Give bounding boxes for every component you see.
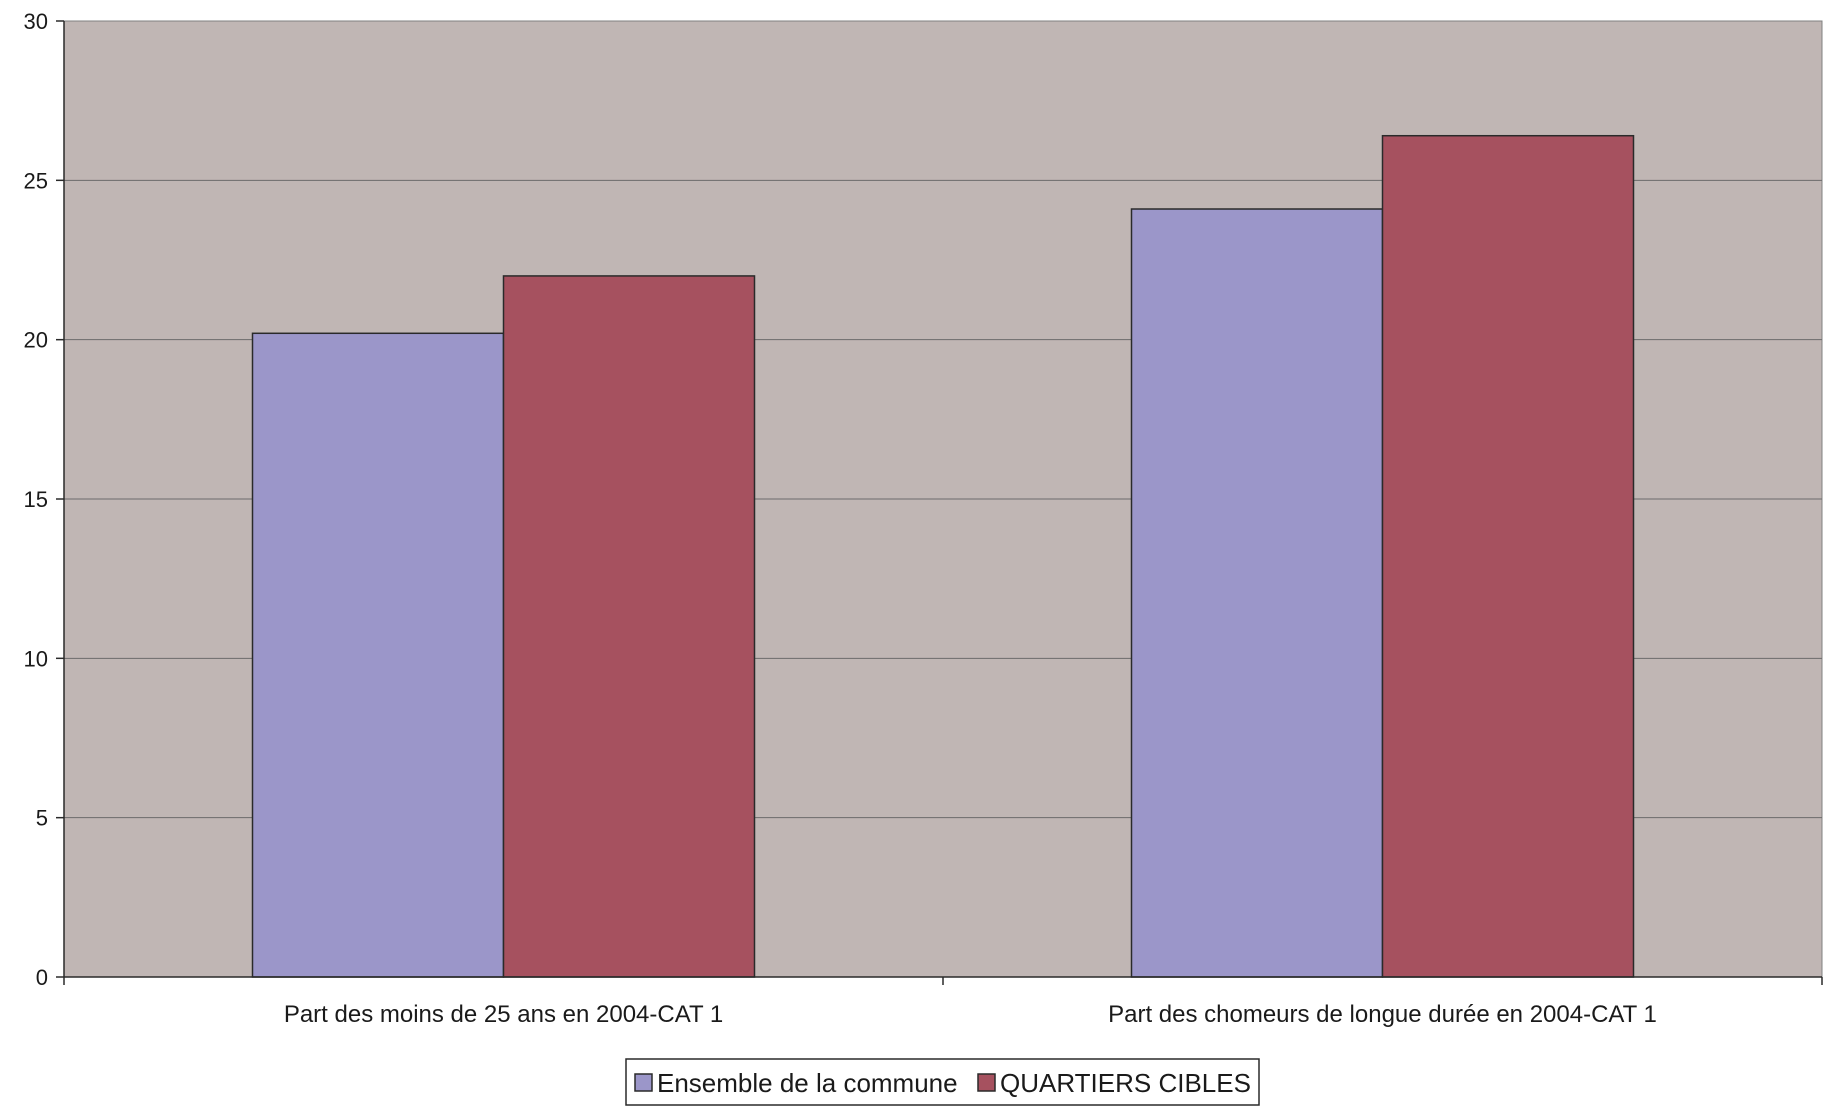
bar-quartiers-1 <box>502 275 756 978</box>
y-tick-label: 20 <box>24 328 48 353</box>
legend-swatch <box>634 1073 653 1092</box>
bar-ensemble-1 <box>251 332 505 978</box>
y-tick-label: 0 <box>36 965 48 990</box>
legend-label: QUARTIERS CIBLES <box>1000 1068 1251 1098</box>
legend-label: Ensemble de la commune <box>657 1068 958 1098</box>
legend-swatch <box>977 1073 996 1092</box>
y-tick-label: 10 <box>24 646 48 671</box>
y-tick-label: 30 <box>24 9 48 34</box>
y-tick-label: 15 <box>24 487 48 512</box>
axes: 0 5 10 15 20 25 30 Part des moins de 25 ans en … <box>24 9 1823 1028</box>
bar-quartiers-2 <box>1381 134 1635 978</box>
x-category-label: Part des moins de 25 ans en 2004-CAT 1 <box>284 1001 723 1028</box>
y-tick-label: 25 <box>24 168 48 193</box>
y-tick-label: 5 <box>36 806 48 831</box>
legend: Ensemble de la commune QUARTIERS CIBLES <box>625 1058 1260 1106</box>
legend-box <box>625 1058 1260 1106</box>
bars <box>251 134 1635 978</box>
x-category-label: Part des chomeurs de longue durée en 200… <box>1108 1001 1657 1028</box>
bar-ensemble-2 <box>1130 208 1384 978</box>
